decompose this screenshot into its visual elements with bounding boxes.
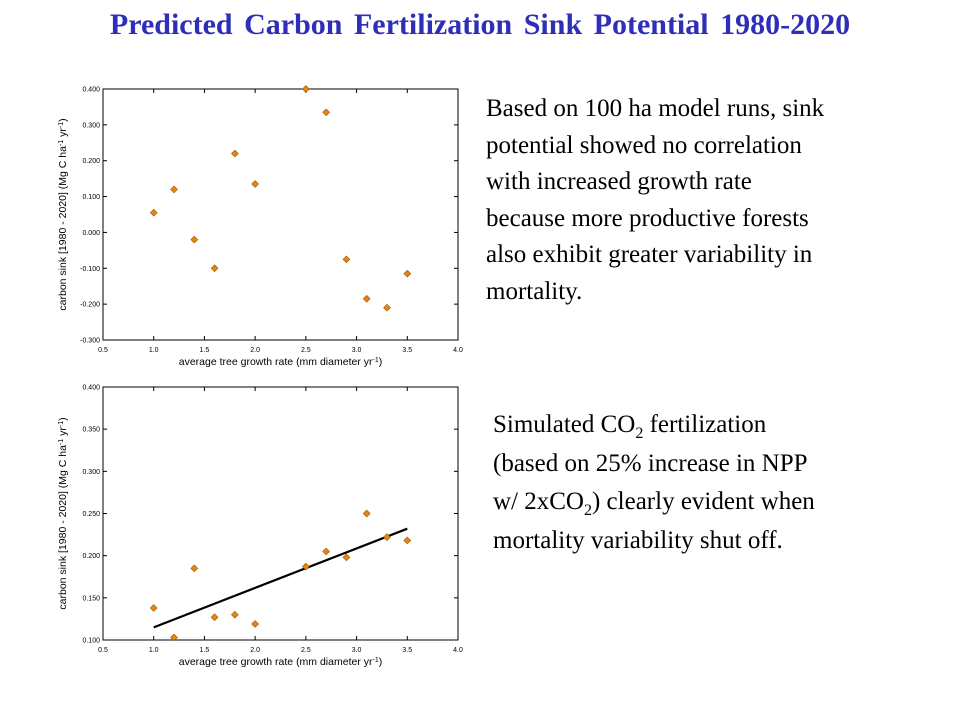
subscript: 2 <box>635 425 644 442</box>
data-point <box>251 620 259 628</box>
x-tick-label: 3.5 <box>402 647 412 654</box>
fertilization-text: fertilization <box>643 411 767 438</box>
y-tick-label: -0.100 <box>80 266 100 273</box>
data-point <box>322 547 330 556</box>
y-tick-label: 0.150 <box>82 595 100 602</box>
x-tick-label: 4.0 <box>453 647 463 654</box>
description-bottom-line: (based on 25% increase in NPP <box>493 449 808 477</box>
y-tick-label: 0.100 <box>82 638 100 645</box>
co2-text: Simulated CO <box>493 411 636 438</box>
y-tick-label: 0.400 <box>82 87 100 94</box>
y-axis-label: carbon sink [1980 - 2020] (Mg C ha-1 yr-… <box>57 118 69 310</box>
y-tick-label: 0.200 <box>82 553 100 560</box>
data-point <box>170 185 178 194</box>
plot-frame <box>102 386 459 641</box>
x-tick-label: 3.0 <box>352 647 362 654</box>
x-tick-label: 3.0 <box>352 347 362 354</box>
description-bottom: Simulated CO2 fertilization (based on 25… <box>493 406 815 560</box>
x-tick-label: 3.5 <box>402 347 412 354</box>
y-tick-label: 0.350 <box>82 427 100 434</box>
y-tick-label: 0.400 <box>82 385 100 392</box>
x-tick-label: 2.0 <box>250 347 260 354</box>
data-point <box>362 509 371 518</box>
x-tick-label: 2.5 <box>301 647 311 654</box>
data-point <box>251 180 259 188</box>
data-point <box>231 149 239 158</box>
data-point <box>302 85 310 93</box>
y-tick-label: -0.300 <box>80 338 100 345</box>
data-point <box>342 553 351 562</box>
co2-text: w/ 2xCO <box>493 488 584 515</box>
data-point <box>210 613 219 622</box>
y-tick-label: 0.300 <box>82 469 100 476</box>
data-point <box>403 536 412 545</box>
y-tick-label: 0.300 <box>82 122 100 129</box>
y-tick-label: 0.250 <box>82 511 100 518</box>
data-point <box>362 294 371 303</box>
x-axis-label: average tree growth rate (mm diameter yr… <box>179 356 382 368</box>
x-tick-label: 0.5 <box>98 647 108 654</box>
description-bottom-line: Simulated CO2 fertilization <box>493 406 815 445</box>
x-tick-label: 1.0 <box>149 647 159 654</box>
data-point <box>383 303 391 312</box>
data-point <box>210 264 219 273</box>
x-tick-label: 1.0 <box>149 347 159 354</box>
data-point <box>383 533 391 541</box>
x-tick-label: 1.5 <box>200 647 210 654</box>
description-bottom-line: mortality variability shut off. <box>493 526 783 554</box>
data-point <box>149 604 158 612</box>
scatter-chart-bottom: 0.5 1.0 1.5 2.0 2.5 3.0 3.5 4.0 0.100 0.150 0.200 0… <box>57 385 463 669</box>
data-point <box>170 633 178 642</box>
description-top-line: with increased growth rate <box>486 168 752 195</box>
y-tick-label: -0.200 <box>80 302 100 309</box>
data-point <box>149 208 158 217</box>
data-point <box>322 108 330 117</box>
y-axis-label: carbon sink [1980 - 2020] (Mg C ha-1 yr-… <box>57 417 69 609</box>
scatter-chart-top: 0.5 1.0 1.5 2.0 2.5 3.0 3.5 4.0 -0.300 -0.200 -0.1… <box>57 85 463 368</box>
data-point <box>403 269 412 278</box>
description-bottom-line: w/ 2xCO2) clearly evident when <box>493 483 815 522</box>
description-top: Based on 100 ha model runs, sink potenti… <box>486 91 824 310</box>
y-tick-label: 0.100 <box>82 194 100 201</box>
slide-title: Predicted Carbon Fertilization Sink Pote… <box>109 8 851 41</box>
data-point <box>342 255 351 264</box>
y-tick-label: 0.200 <box>82 158 100 165</box>
evident-text: ) clearly evident when <box>591 488 815 515</box>
data-point <box>231 610 239 619</box>
description-top-line: Based on 100 ha model runs, sink <box>486 95 825 122</box>
description-top-line: potential showed no correlation <box>486 131 802 159</box>
data-point <box>190 564 199 573</box>
x-tick-label: 0.5 <box>98 347 108 354</box>
x-axis-label: average tree growth rate (mm diameter yr… <box>179 656 382 668</box>
data-point <box>190 235 199 244</box>
description-top-line: mortality. <box>486 277 583 305</box>
x-tick-label: 2.5 <box>301 347 311 354</box>
x-tick-label: 1.5 <box>200 347 210 354</box>
plot-frame <box>102 88 459 341</box>
x-tick-label: 2.0 <box>250 647 260 654</box>
trend-line <box>153 527 408 629</box>
y-tick-label: 0.000 <box>82 230 100 237</box>
x-tick-label: 4.0 <box>453 347 463 354</box>
description-top-line: also exhibit greater variability in <box>486 241 813 268</box>
description-top-line: because more productive forests <box>486 204 809 232</box>
data-point <box>302 562 310 571</box>
subscript: 2 <box>583 502 592 519</box>
